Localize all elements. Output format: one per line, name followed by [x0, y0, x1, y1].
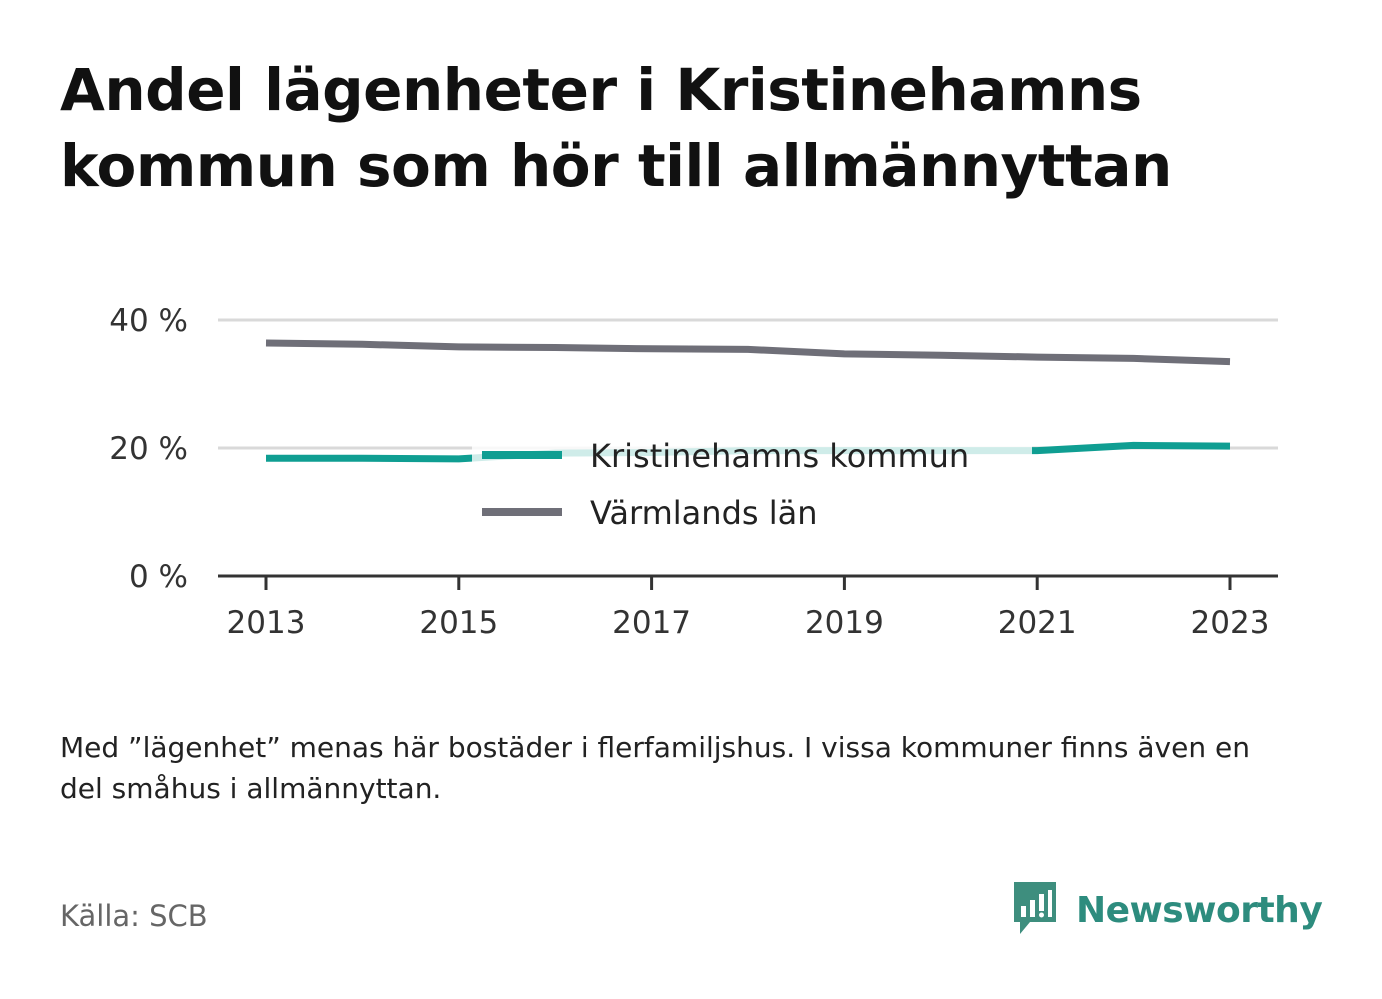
legend: Kristinehamns kommun Värmlands län: [472, 436, 1032, 532]
newsworthy-logo-icon: [1014, 882, 1056, 934]
x-tick-label: 2019: [805, 605, 884, 641]
y-tick-label: 40 %: [109, 303, 188, 339]
x-tick-label: 2023: [1191, 605, 1270, 641]
brand-name: Newsworthy: [1076, 889, 1323, 931]
gridlines: [218, 318, 1278, 450]
legend-background: [472, 436, 1032, 466]
y-tick-label: 20 %: [109, 431, 188, 467]
source-label: Källa: SCB: [60, 899, 208, 933]
brand: Newsworthy: [1010, 880, 1323, 940]
legend-label: Värmlands län: [590, 494, 818, 532]
x-axis: 0 % 20 % 40 % 2013 2015 2017 2019 2021 2023: [109, 303, 1278, 641]
legend-label: Kristinehamns kommun: [590, 437, 969, 475]
x-tick-label: 2017: [612, 605, 691, 641]
series-line: [265, 339, 1231, 366]
x-tick-label: 2013: [227, 605, 306, 641]
x-tick-label: 2021: [998, 605, 1077, 641]
x-tick-label: 2015: [419, 605, 498, 641]
chart-title: Andel lägenheter i Kristinehamns kommun …: [60, 56, 1172, 200]
chart-note: Med ”lägenhet” menas här bostäder i fler…: [60, 731, 1250, 805]
y-tick-label: 0 %: [129, 559, 188, 595]
